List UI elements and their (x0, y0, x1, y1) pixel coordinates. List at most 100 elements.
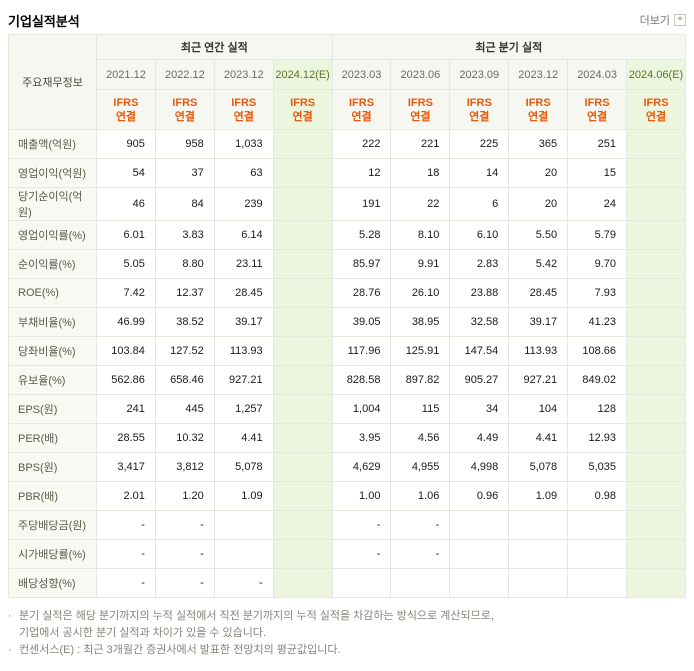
value-cell: 54 (96, 158, 156, 188)
value-cell: 1.09 (508, 481, 569, 511)
value-cell (272, 365, 333, 395)
ifrs-standard-header: IFRS 연결 (567, 89, 628, 130)
table-row: EPS(원) 241 445 1,257 1,004 115 34 104 128 (8, 394, 686, 424)
value-cell: 12.93 (567, 423, 628, 453)
header-period-row: 2021.12 2022.12 2023.12 2024.12(E) 2023.03 20… (9, 59, 686, 90)
footnote-bullet: · (8, 610, 12, 622)
value-cell: 927.21 (508, 365, 569, 395)
value-cell: 24 (567, 187, 628, 221)
value-cell: - (390, 510, 451, 540)
row-label: 매출액(억원) (8, 129, 97, 159)
value-cell: 4,955 (390, 452, 451, 482)
row-label: PBR(배) (8, 481, 97, 511)
ifrs-line1: IFRS (348, 96, 375, 109)
value-cell (626, 336, 686, 366)
ifrs-line1: IFRS (290, 96, 316, 109)
period-header: 2023.09 (449, 59, 510, 90)
ifrs-standard-header: IFRS 연결 (96, 89, 156, 130)
value-cell: 4.49 (449, 423, 510, 453)
footnote-line: 기업에서 공시한 분기 실적과 차이가 있을 수 있습니다. (8, 625, 686, 642)
page-title: 기업실적분석 (8, 13, 80, 29)
value-cell: 1.06 (390, 481, 451, 511)
value-cell: 0.98 (567, 481, 628, 511)
value-cell: 4.56 (390, 423, 451, 453)
ifrs-line2: 연결 (292, 110, 313, 123)
value-cell: 38.95 (390, 307, 451, 337)
quarterly-results-group-header: 최근 분기 실적 (331, 34, 687, 60)
table-body: 매출액(억원) 905 958 1,033 222 221 225 365 251 영업이익(억원… (8, 129, 686, 598)
row-label: 주당배당금(원) (8, 510, 97, 540)
value-cell: 113.93 (213, 336, 274, 366)
row-label: 순이익률(%) (8, 249, 97, 279)
value-cell: 4.41 (508, 423, 569, 453)
value-cell: 445 (154, 394, 215, 424)
value-cell: 4,998 (449, 452, 510, 482)
value-cell: 8.80 (154, 249, 215, 279)
ifrs-standard-header: IFRS 연결 (508, 89, 569, 130)
table-row: 유보율(%) 562.86 658.46 927.21 828.58 897.82 905.… (8, 365, 686, 395)
value-cell: 1.09 (213, 481, 274, 511)
value-cell (449, 539, 510, 569)
value-cell (272, 220, 333, 250)
value-cell: 26.10 (390, 278, 451, 308)
table-row: 당좌비율(%) 103.84 127.52 113.93 117.96 125.91 147… (8, 336, 686, 366)
value-cell: 41.23 (567, 307, 628, 337)
value-cell: 104 (508, 394, 569, 424)
value-cell (626, 278, 686, 308)
value-cell (272, 187, 333, 221)
value-cell: 14 (449, 158, 510, 188)
value-cell: - (96, 539, 156, 569)
value-cell (213, 539, 274, 569)
value-cell (272, 129, 333, 159)
value-cell: 4.41 (213, 423, 274, 453)
value-cell: 222 (331, 129, 392, 159)
ifrs-line2: 연결 (115, 110, 137, 123)
value-cell: 108.66 (567, 336, 628, 366)
ifrs-line1: IFRS (525, 96, 551, 109)
value-cell: 5.50 (508, 220, 569, 250)
period-header: 2024.12(E) (272, 59, 333, 90)
value-cell: 5.05 (96, 249, 156, 279)
value-cell: 2.01 (96, 481, 156, 511)
value-cell: 32.58 (449, 307, 510, 337)
period-header: 2022.12 (154, 59, 215, 90)
value-cell: 3,417 (96, 452, 156, 482)
value-cell (626, 187, 686, 221)
value-cell: 115 (390, 394, 451, 424)
footnote-bullet (8, 625, 19, 642)
value-cell: 39.05 (331, 307, 392, 337)
value-cell (331, 568, 392, 598)
row-label: 영업이익률(%) (8, 220, 97, 250)
ifrs-line2: 연결 (645, 110, 667, 123)
table-row: ROE(%) 7.42 12.37 28.45 28.76 26.10 23.88 28.45… (8, 278, 686, 308)
more-link[interactable]: 더보기 + (640, 12, 686, 28)
value-cell (626, 220, 686, 250)
row-label: 영업이익(억원) (8, 158, 97, 188)
ifrs-line1: IFRS (584, 96, 610, 109)
value-cell: - (154, 539, 215, 569)
value-cell (272, 158, 333, 188)
value-cell: 34 (449, 394, 510, 424)
value-cell: 0.96 (449, 481, 510, 511)
ifrs-standard-header: IFRS 연결 (390, 89, 451, 130)
value-cell: 28.45 (213, 278, 274, 308)
ifrs-line2: 연결 (410, 110, 431, 123)
value-cell (272, 394, 333, 424)
value-cell (272, 568, 333, 598)
footnote-line: · 컨센서스(E) : 최근 3개월간 증권사에서 발표한 전망치의 평균값입니다… (8, 642, 686, 659)
value-cell (626, 307, 686, 337)
value-cell: 113.93 (508, 336, 569, 366)
value-cell: 23.88 (449, 278, 510, 308)
value-cell (272, 278, 333, 308)
period-header: 2021.12 (96, 59, 156, 90)
value-cell: 28.76 (331, 278, 392, 308)
value-cell: 128 (567, 394, 628, 424)
value-cell (449, 510, 510, 540)
ifrs-line2: 연결 (233, 110, 254, 123)
value-cell: - (96, 510, 156, 540)
header-standard-row: IFRS 연결 IFRS 연결 IFRS 연결 IFRS 연결 IFRS 연결 IFRS 연결 IFRS… (9, 89, 686, 130)
value-cell: 2.83 (449, 249, 510, 279)
value-cell: 10.32 (154, 423, 215, 453)
value-cell: 239 (213, 187, 274, 221)
value-cell (567, 510, 628, 540)
